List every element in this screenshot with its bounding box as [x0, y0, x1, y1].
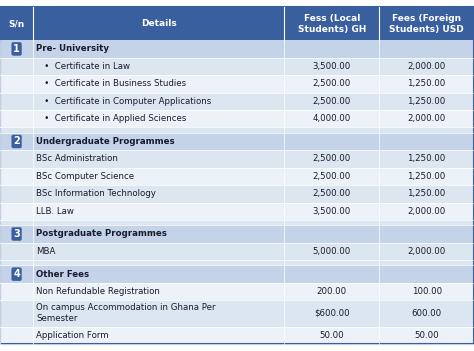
Text: Postgraduate Programmes: Postgraduate Programmes — [36, 230, 167, 238]
Text: 2,500.00: 2,500.00 — [313, 154, 351, 164]
Text: •  Certificate in Computer Applications: • Certificate in Computer Applications — [36, 97, 211, 106]
Text: •  Certificate in Business Studies: • Certificate in Business Studies — [36, 79, 186, 88]
Text: LLB. Law: LLB. Law — [36, 207, 74, 216]
Text: 2,000.00: 2,000.00 — [408, 114, 446, 123]
Text: BSc Computer Science: BSc Computer Science — [36, 172, 134, 181]
Text: 50.00: 50.00 — [414, 331, 439, 340]
Text: •  Certificate in Applied Sciences: • Certificate in Applied Sciences — [36, 114, 186, 123]
Text: 2,000.00: 2,000.00 — [408, 247, 446, 256]
Text: Details: Details — [141, 19, 177, 28]
Bar — [0, 133, 474, 150]
Bar — [0, 225, 474, 243]
Text: 2,500.00: 2,500.00 — [313, 172, 351, 181]
Bar — [0, 220, 474, 225]
Text: S/n: S/n — [9, 19, 25, 28]
Bar — [0, 283, 474, 300]
Text: Undergraduate Programmes: Undergraduate Programmes — [36, 137, 174, 146]
Bar — [0, 168, 474, 185]
Text: 200.00: 200.00 — [317, 287, 347, 296]
Text: Other Fees: Other Fees — [36, 270, 89, 279]
Bar — [0, 40, 474, 58]
Bar — [0, 7, 474, 40]
Text: Non Refundable Registration: Non Refundable Registration — [36, 287, 160, 296]
Text: On campus Accommodation in Ghana Per
Semester: On campus Accommodation in Ghana Per Sem… — [36, 303, 216, 324]
Text: 5,000.00: 5,000.00 — [313, 247, 351, 256]
Bar — [0, 265, 474, 283]
Text: 2,000.00: 2,000.00 — [408, 207, 446, 216]
Text: $600.00: $600.00 — [314, 309, 350, 318]
Text: Pre- University: Pre- University — [36, 45, 109, 53]
Text: 2,000.00: 2,000.00 — [408, 62, 446, 71]
Bar — [0, 203, 474, 220]
Text: 4: 4 — [13, 269, 20, 279]
Bar — [0, 300, 474, 326]
Text: BSc Administration: BSc Administration — [36, 154, 118, 164]
Text: 1,250.00: 1,250.00 — [408, 97, 446, 106]
Text: 3,500.00: 3,500.00 — [313, 62, 351, 71]
Text: 600.00: 600.00 — [411, 309, 442, 318]
Bar — [0, 110, 474, 127]
Bar — [0, 93, 474, 110]
Text: 1,250.00: 1,250.00 — [408, 189, 446, 198]
Text: 3: 3 — [13, 229, 20, 239]
Text: Fees (Foreign
Students) USD: Fees (Foreign Students) USD — [389, 14, 464, 34]
Bar — [0, 75, 474, 93]
Text: BSc Information Technology: BSc Information Technology — [36, 189, 156, 198]
Text: MBA: MBA — [36, 247, 55, 256]
Text: Fess (Local
Students) GH: Fess (Local Students) GH — [298, 14, 366, 34]
Text: 100.00: 100.00 — [411, 287, 442, 296]
Text: 1: 1 — [13, 44, 20, 54]
Text: •  Certificate in Law: • Certificate in Law — [36, 62, 130, 71]
Text: 2,500.00: 2,500.00 — [313, 189, 351, 198]
Text: 3,500.00: 3,500.00 — [313, 207, 351, 216]
Text: 2,500.00: 2,500.00 — [313, 79, 351, 88]
Text: 2,500.00: 2,500.00 — [313, 97, 351, 106]
Text: 1,250.00: 1,250.00 — [408, 172, 446, 181]
Bar — [0, 260, 474, 265]
Bar — [0, 150, 474, 168]
Text: 1,250.00: 1,250.00 — [408, 154, 446, 164]
Text: Application Form: Application Form — [36, 331, 109, 340]
Bar — [0, 185, 474, 203]
Text: 1,250.00: 1,250.00 — [408, 79, 446, 88]
Text: 2: 2 — [13, 137, 20, 146]
Text: 50.00: 50.00 — [319, 331, 344, 340]
Bar — [0, 127, 474, 133]
Text: 4,000.00: 4,000.00 — [313, 114, 351, 123]
Bar — [0, 58, 474, 75]
Bar — [0, 243, 474, 260]
Bar — [0, 326, 474, 344]
